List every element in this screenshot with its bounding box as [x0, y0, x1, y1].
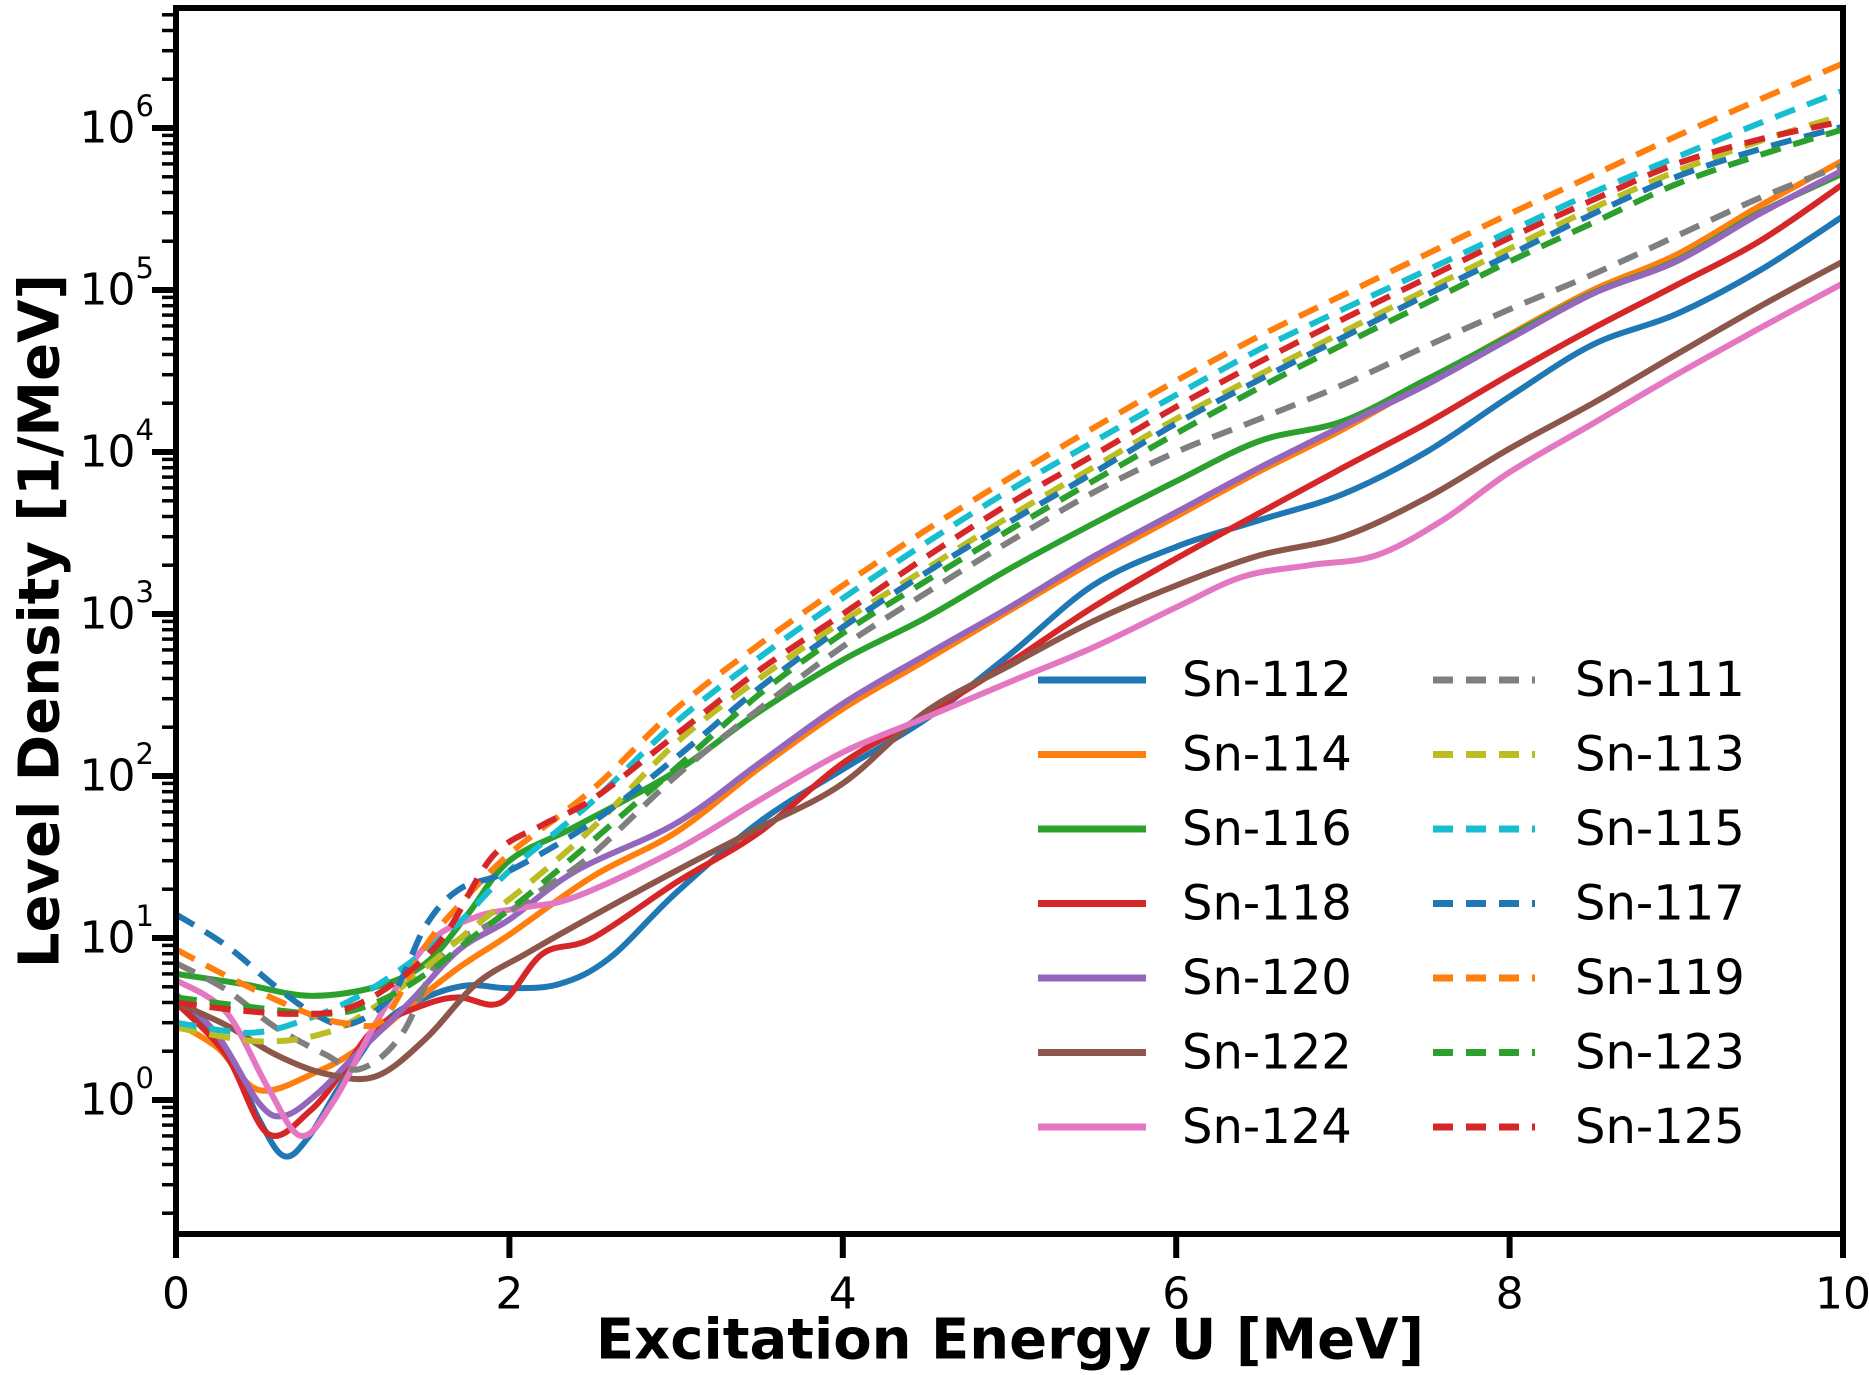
y-tick-label: 106	[80, 89, 154, 154]
legend-label-Sn-123: Sn-123	[1575, 1025, 1745, 1081]
legend-label-Sn-125: Sn-125	[1575, 1099, 1745, 1155]
y-tick-label: 100	[80, 1061, 154, 1126]
x-tick-label: 6	[1162, 1269, 1190, 1320]
legend-label-Sn-119: Sn-119	[1575, 950, 1745, 1006]
legend-label-Sn-115: Sn-115	[1575, 801, 1745, 857]
y-axis-ticks: 100 101 102 103 104 105 106	[80, 13, 176, 1215]
curve-Sn-124	[174, 280, 1845, 1139]
legend-label-Sn-122: Sn-122	[1182, 1025, 1352, 1081]
legend: Sn-112 Sn-114 Sn-116 Sn-118 Sn-120 Sn-122 Sn-1…	[1038, 652, 1745, 1155]
x-axis-label: Excitation Energy U [MeV]	[596, 1308, 1424, 1373]
curve-Sn-125	[175, 118, 1844, 1017]
x-tick-label: 8	[1496, 1269, 1524, 1320]
curve-Sn-122	[174, 258, 1845, 1083]
curve-Sn-123	[175, 126, 1844, 1017]
plot-curves	[173, 60, 1845, 1160]
y-axis-label: Level Density [1/MeV]	[8, 274, 73, 968]
legend-label-Sn-114: Sn-114	[1182, 727, 1352, 783]
curve-Sn-111	[174, 162, 1845, 1073]
curve-Sn-117	[174, 123, 1844, 1029]
legend-label-Sn-116: Sn-116	[1182, 801, 1352, 857]
x-tick-label: 10	[1815, 1269, 1869, 1320]
legend-label-Sn-113: Sn-113	[1575, 727, 1745, 783]
y-tick-label: 103	[80, 575, 154, 640]
curve-Sn-120	[173, 167, 1845, 1120]
y-tick-label: 102	[80, 737, 154, 802]
curve-Sn-113	[175, 112, 1844, 1045]
y-tick-label: 104	[80, 413, 154, 478]
y-tick-label: 101	[80, 899, 154, 964]
x-tick-label: 2	[495, 1269, 523, 1320]
x-axis-ticks: 0 2 4 6 8 10	[162, 1234, 1869, 1320]
legend-label-Sn-112: Sn-112	[1182, 652, 1352, 708]
legend-label-Sn-120: Sn-120	[1182, 950, 1352, 1006]
y-tick-label: 105	[80, 251, 154, 316]
x-tick-label: 0	[162, 1269, 190, 1320]
curve-Sn-115	[175, 87, 1845, 1036]
x-tick-label: 4	[829, 1269, 857, 1320]
plot-frame	[173, 5, 1846, 1237]
legend-label-Sn-111: Sn-111	[1575, 652, 1745, 708]
legend-label-Sn-124: Sn-124	[1182, 1099, 1352, 1155]
legend-label-Sn-117: Sn-117	[1575, 876, 1745, 932]
legend-label-Sn-118: Sn-118	[1182, 876, 1352, 932]
curve-Sn-119	[174, 60, 1845, 1030]
